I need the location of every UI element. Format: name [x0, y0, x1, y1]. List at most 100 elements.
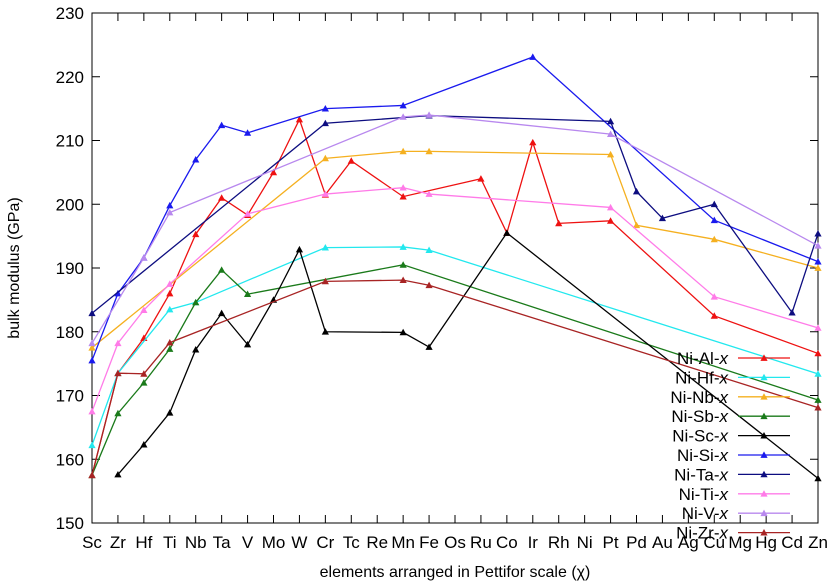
- data-point: [710, 200, 718, 208]
- data-point: [166, 208, 174, 216]
- data-point: [503, 229, 511, 236]
- x-tick-label: Cu: [703, 533, 725, 552]
- data-point: [192, 156, 200, 163]
- data-point: [243, 290, 252, 298]
- data-point: [88, 339, 96, 347]
- data-point: [399, 328, 407, 336]
- data-point: [710, 235, 718, 243]
- x-tick-label: Ag: [678, 533, 699, 552]
- data-point: [321, 277, 329, 285]
- legend-entry: Ni-Ta-x: [674, 465, 790, 484]
- data-point: [243, 210, 252, 217]
- data-point: [140, 306, 148, 313]
- legend-marker: [760, 393, 768, 400]
- x-tick-label: V: [242, 533, 254, 552]
- data-point: [606, 130, 615, 138]
- legend-label: Ni-Ti-x: [679, 485, 729, 504]
- legend-entry: Ni-Zr-x: [676, 524, 790, 543]
- x-tick-label: Mg: [728, 533, 752, 552]
- series-line-ni-nb-x: [91, 150, 819, 349]
- data-point: [399, 193, 407, 200]
- legend-label: Ni-V-x: [682, 504, 729, 523]
- data-point: [814, 324, 822, 331]
- x-tick-label: Cr: [316, 533, 334, 552]
- data-point: [88, 356, 96, 364]
- legend-label: Ni-Sb-x: [671, 407, 728, 426]
- y-tick-label: 180: [56, 323, 84, 342]
- data-point: [425, 246, 433, 254]
- x-tick-label: Ru: [470, 533, 492, 552]
- series-line-ni-zr-x: [91, 279, 819, 476]
- x-tick-label: Hf: [135, 533, 152, 552]
- data-point: [606, 203, 615, 211]
- data-point: [606, 150, 615, 158]
- x-tick-label: Mo: [262, 533, 286, 552]
- data-point: [399, 276, 407, 283]
- data-point: [321, 190, 329, 197]
- legend-label: Ni-Ta-x: [674, 465, 728, 484]
- data-point: [399, 184, 407, 191]
- data-point: [88, 407, 96, 415]
- data-point: [399, 101, 407, 109]
- data-point: [814, 474, 822, 482]
- data-point: [166, 338, 174, 346]
- series-line-ni-ta-x: [91, 114, 819, 315]
- data-point: [321, 244, 329, 251]
- data-point: [295, 245, 304, 253]
- x-axis-label: elements arranged in Pettifor scale (χ): [320, 564, 591, 581]
- data-point: [814, 242, 822, 249]
- series-ni-sc-x: [114, 229, 822, 482]
- x-tick-label: Nb: [185, 533, 207, 552]
- data-point: [529, 53, 537, 60]
- y-tick-label: 150: [56, 514, 84, 533]
- data-point: [814, 264, 822, 271]
- series-ni-zr-x: [88, 276, 822, 479]
- data-point: [295, 115, 304, 123]
- data-point: [555, 219, 563, 227]
- data-point: [710, 216, 718, 224]
- y-tick-label: 160: [56, 450, 84, 469]
- y-axis-label: bulk modulus (GPa): [6, 197, 23, 338]
- series-ni-si-x: [88, 53, 822, 364]
- data-point: [425, 343, 433, 350]
- data-point: [347, 157, 355, 164]
- x-tick-label: Zr: [110, 533, 126, 552]
- legend-label: Ni-Si-x: [677, 446, 729, 465]
- x-tick-label: Os: [444, 533, 466, 552]
- data-point: [814, 370, 822, 377]
- legend-marker: [760, 529, 768, 536]
- data-point: [425, 111, 433, 118]
- data-point: [114, 289, 122, 297]
- legend-label: Ni-Hf-x: [675, 368, 728, 387]
- legend-entry: Ni-Sb-x: [671, 407, 790, 426]
- legend-marker: [760, 509, 768, 517]
- data-point: [814, 258, 822, 265]
- legend-entry: Ni-Nb-x: [670, 388, 790, 407]
- data-point: [192, 346, 200, 353]
- x-axis-ticks: Sc Zr Hf Ti Nb Ta V Mo W Cr Tc Re Mn Fe Os Ru Co Ir Rh Ni Pt…: [82, 13, 828, 552]
- series-ni-ti-x: [88, 184, 822, 415]
- legend-entry: Ni-Ti-x: [679, 485, 790, 504]
- legend-marker: [760, 354, 768, 361]
- data-point: [218, 194, 226, 201]
- legend-marker: [760, 373, 768, 381]
- series-ni-sb-x: [88, 261, 822, 479]
- data-point: [88, 344, 96, 351]
- x-tick-label: Hg: [755, 533, 777, 552]
- x-tick-label: Au: [652, 533, 673, 552]
- data-point: [710, 293, 718, 300]
- data-point: [218, 309, 226, 317]
- legend-label: Ni-Nb-x: [670, 388, 728, 407]
- series-ni-v-x: [88, 111, 822, 347]
- data-point: [192, 298, 200, 306]
- legend-entry: Ni-V-x: [682, 504, 790, 523]
- data-point: [114, 409, 122, 417]
- data-point: [88, 471, 96, 479]
- data-point: [425, 281, 433, 289]
- y-tick-label: 220: [56, 68, 84, 87]
- x-tick-label: Ta: [213, 533, 232, 552]
- legend-marker: [760, 412, 768, 420]
- x-tick-label: Pd: [626, 533, 647, 552]
- data-point: [88, 441, 96, 449]
- data-point: [166, 345, 174, 352]
